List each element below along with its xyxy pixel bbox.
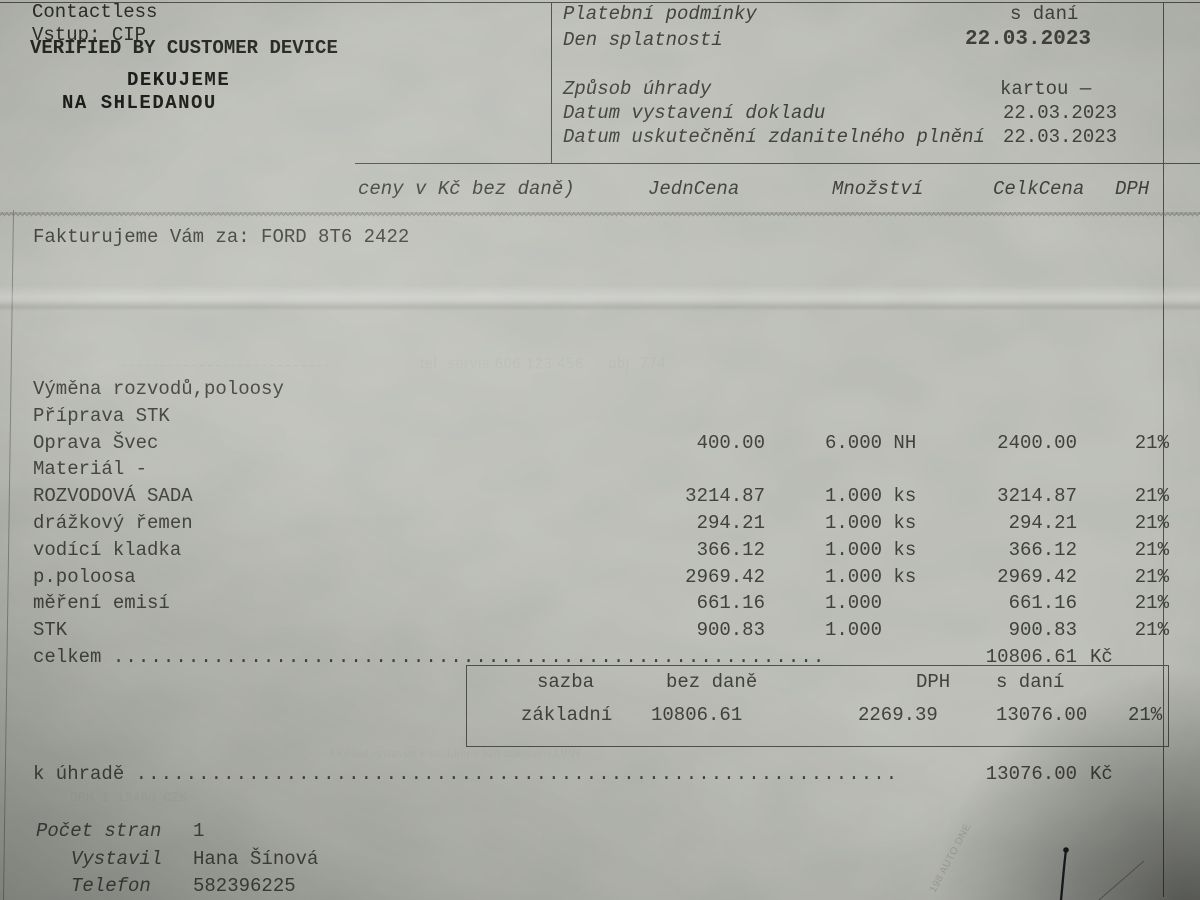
svg-text:198 AUTO DNE: 198 AUTO DNE <box>928 822 974 895</box>
